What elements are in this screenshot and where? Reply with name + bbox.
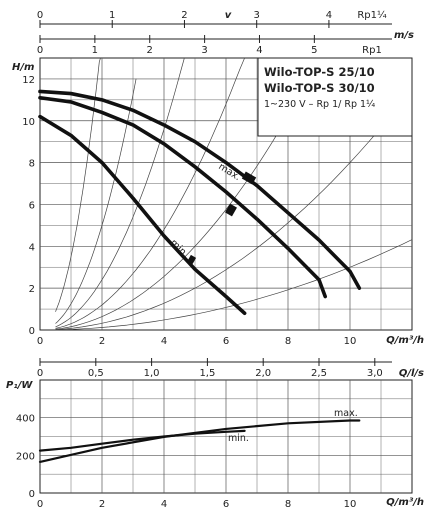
system-curve — [55, 58, 185, 328]
y-tick-label: 10 — [22, 117, 35, 128]
top-axis-tick-label: 5 — [311, 45, 317, 56]
power-x-tick-label: 4 — [161, 499, 167, 510]
power-label-min: min. — [228, 433, 249, 444]
top-axis-tick-label: 3 — [201, 45, 207, 56]
power-x-axis-label: Q/m³/h — [386, 497, 424, 508]
ls-axis-tick-label: 1,0 — [144, 368, 160, 379]
ls-axis-tick-label: 1,5 — [199, 368, 215, 379]
head-flow-chart: 0 2 4 6 8 10 0 2 4 6 8 10 12 H/m Q/m³/h Wilo-TOP-S 25/1… — [12, 57, 424, 347]
power-curve-min — [38, 429, 246, 452]
system-curve — [55, 78, 137, 324]
top-axis-tick-label: 4 — [256, 45, 262, 56]
top-axis-tick-label: 3 — [254, 10, 260, 21]
power-label-max: max. — [334, 408, 358, 419]
system-curve — [55, 57, 245, 329]
legend-box — [257, 57, 413, 137]
velocity-axes: 0 1 2 3 4 Rp1¼ m/s v 0 1 2 3 4 5 Rp1 — [37, 9, 414, 56]
top-axis-tick-label: 2 — [181, 10, 187, 21]
power-x-tick-label: 0 — [37, 499, 43, 510]
top-axis-tick-label: 1 — [109, 10, 115, 21]
pump-curve — [38, 114, 247, 316]
pipe-size-label: Rp1 — [362, 45, 382, 56]
y-tick-label: 8 — [29, 159, 35, 170]
power-x-tick-label: 2 — [99, 499, 105, 510]
power-y-tick-label: 0 — [29, 489, 35, 500]
y-axis-label: H/m — [12, 62, 34, 73]
pipe-size-label: Rp1¼ — [357, 9, 387, 21]
x-tick-label: 0 — [37, 336, 43, 347]
power-x-tick-label: 10 — [344, 499, 357, 510]
power-y-tick-label: 400 — [16, 414, 35, 425]
legend-title-line: Wilo-TOP-S 30/10 — [264, 81, 375, 95]
velocity-unit-label: m/s — [394, 30, 414, 41]
speed-marker-max — [241, 171, 257, 185]
pump-curve — [38, 95, 327, 299]
power-y-tick-label: 200 — [16, 451, 35, 462]
speed-marker-min — [187, 254, 197, 264]
y-tick-label: 6 — [29, 200, 35, 211]
power-x-tick-label: 8 — [285, 499, 291, 510]
legend-subtitle: 1~230 V – Rp 1/ Rp 1¼ — [264, 99, 375, 110]
top-axis-tick-label: 4 — [326, 10, 332, 21]
y-tick-label: 0 — [29, 326, 35, 337]
ls-axis-tick-label: 2,5 — [311, 368, 327, 379]
ls-axis-label: Q/l/s — [399, 368, 424, 379]
y-tick-label: 2 — [29, 284, 35, 295]
legend-title-line: Wilo-TOP-S 25/10 — [264, 65, 375, 79]
x-tick-label: 6 — [223, 336, 229, 347]
power-x-tick-label: 6 — [223, 499, 229, 510]
top-axis-tick-label: 0 — [37, 45, 43, 56]
curve-label-min: min. — [168, 237, 191, 260]
pump-curve — [38, 89, 362, 290]
x-axis-label: Q/m³/h — [386, 335, 424, 346]
top-axis-tick-label: 0 — [37, 10, 43, 21]
system-curve — [55, 57, 101, 312]
x-tick-label: 4 — [161, 336, 167, 347]
power-curve-max — [38, 419, 361, 464]
velocity-axis-label: v — [225, 10, 232, 21]
power-y-axis-label: P₁/W — [6, 380, 33, 391]
flow-ls-axis: 0 0,5 1,0 1,5 2,0 2,5 3,0 Q/l/s — [37, 358, 424, 379]
y-tick-label: 12 — [22, 75, 35, 86]
system-curve — [55, 88, 413, 330]
x-tick-label: 8 — [285, 336, 291, 347]
top-axis-tick-label: 1 — [92, 45, 98, 56]
ls-axis-tick-label: 2,0 — [255, 368, 271, 379]
y-tick-label: 4 — [29, 242, 35, 253]
power-flow-chart: 0 2 4 6 8 10 0 200 400 P₁/W Q/m³/h max. min. — [6, 379, 424, 510]
ls-axis-tick-label: 0 — [37, 368, 43, 379]
ls-axis-tick-label: 0,5 — [88, 368, 104, 379]
x-tick-label: 2 — [99, 336, 105, 347]
ls-axis-tick-label: 3,0 — [367, 368, 383, 379]
top-axis-tick-label: 2 — [147, 45, 153, 56]
x-tick-label: 10 — [344, 336, 357, 347]
speed-marker-mid — [225, 203, 237, 217]
